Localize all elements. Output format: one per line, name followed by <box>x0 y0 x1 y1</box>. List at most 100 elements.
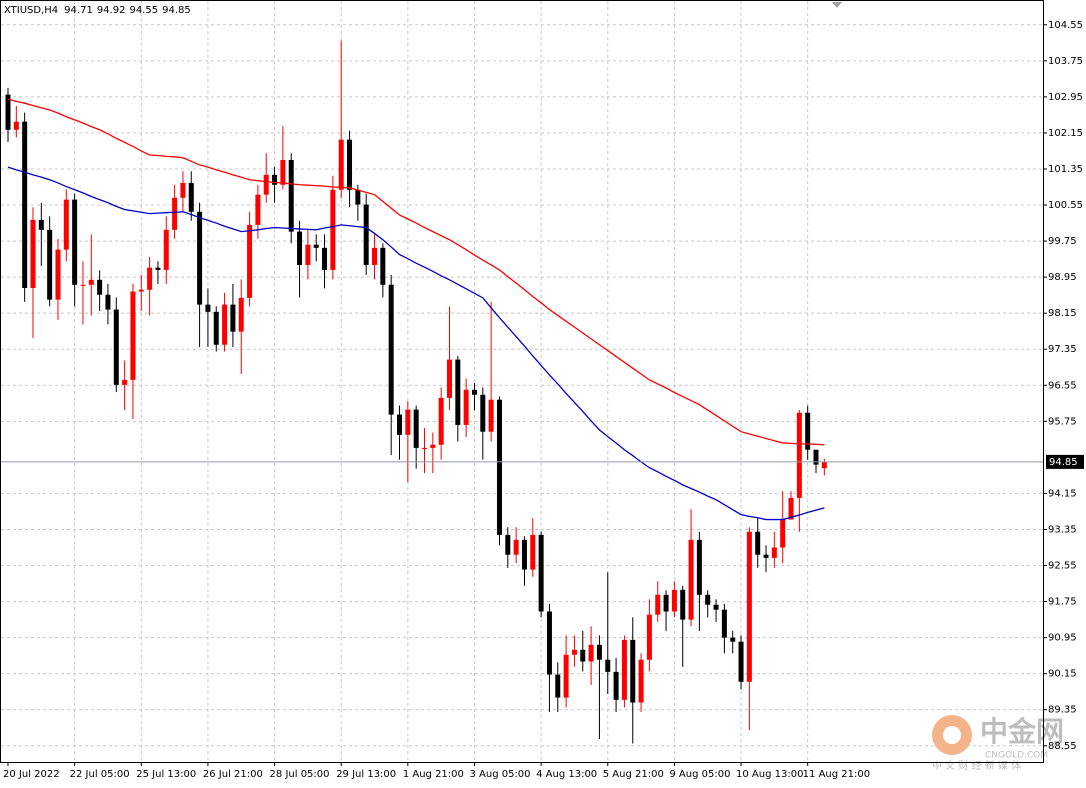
y-tick-label: 102.15 <box>1048 128 1083 139</box>
candle-body <box>488 399 494 432</box>
chart-header: XTIUSD,H4 94.71 94.92 94.55 94.85 <box>4 5 191 16</box>
candle-body <box>422 447 427 449</box>
x-tick-label: 20 Jul 2022 <box>3 769 60 780</box>
candle-body <box>13 121 19 130</box>
candle-body <box>72 199 78 285</box>
candle-body <box>5 94 11 130</box>
x-tick-label: 28 Jul 05:00 <box>270 769 330 780</box>
candle-body <box>88 279 94 285</box>
y-tick-label: 90.95 <box>1048 633 1077 644</box>
y-tick-label: 94.15 <box>1048 488 1077 499</box>
candle-body <box>330 189 336 270</box>
candle-body <box>338 139 344 190</box>
candle-body <box>138 289 144 292</box>
candle-body <box>655 594 661 615</box>
candle-body <box>405 409 411 435</box>
y-tick-label: 98.15 <box>1048 308 1077 319</box>
candle-body <box>122 379 128 385</box>
candle-body <box>355 189 361 205</box>
candle-body <box>55 249 61 300</box>
last-open: 94.71 <box>64 5 93 16</box>
moving-average <box>7 98 825 446</box>
candle-body <box>205 304 211 312</box>
last-low: 94.55 <box>129 5 158 16</box>
shift-marker <box>832 2 842 8</box>
y-tick-label: 98.95 <box>1048 272 1077 283</box>
moving-average <box>7 166 825 521</box>
candle-body <box>372 247 378 265</box>
x-tick-label: 10 Aug 13:00 <box>736 769 803 780</box>
x-tick-label: 1 Aug 21:00 <box>403 769 464 780</box>
candle-body <box>521 539 527 570</box>
x-tick-label: 9 Aug 05:00 <box>669 769 730 780</box>
grid <box>1 1 1043 762</box>
watermark-logo-inner <box>943 726 961 744</box>
candle-body <box>238 297 244 332</box>
candle-body <box>22 121 28 288</box>
candle-body <box>621 639 627 700</box>
candle-body <box>80 284 86 286</box>
candle-body <box>180 182 186 198</box>
watermark: 中金网 CNGOLD.COM 中 文 财 经 新 媒 体 <box>932 715 1064 772</box>
candle-body <box>755 531 761 555</box>
candle-body <box>738 641 744 682</box>
x-tick-label: 5 Aug 21:00 <box>603 769 664 780</box>
y-tick-label: 91.75 <box>1048 597 1077 608</box>
y-tick-label: 104.55 <box>1048 20 1083 31</box>
x-tick-label: 4 Aug 13:00 <box>536 769 597 780</box>
candle-body <box>805 412 811 450</box>
candle-body <box>513 539 519 555</box>
candle-body <box>696 539 702 595</box>
candle-body <box>446 359 452 398</box>
candle-body <box>705 594 711 605</box>
candle-body <box>230 304 236 332</box>
candle-body <box>30 219 36 288</box>
candle-body <box>688 539 694 620</box>
candle-body <box>280 159 286 185</box>
x-tick-label: 29 Jul 13:00 <box>336 769 396 780</box>
candle-body <box>646 614 652 660</box>
x-tick-label: 11 Aug 21:00 <box>803 769 870 780</box>
y-tick-label: 103.75 <box>1048 56 1083 67</box>
candle-body <box>38 219 44 230</box>
last-high: 94.92 <box>97 5 126 16</box>
watermark-brand: 中金网 <box>980 715 1064 748</box>
candle-body <box>388 284 394 415</box>
symbol: XTIUSD,H4 <box>4 5 58 16</box>
candle-body <box>247 224 253 298</box>
candle-body <box>305 244 311 265</box>
x-tick-label: 3 Aug 05:00 <box>469 769 530 780</box>
candle-body <box>188 182 194 212</box>
y-tick-label: 88.55 <box>1048 741 1077 752</box>
candle-body <box>496 399 502 535</box>
candle-body <box>613 671 619 700</box>
candle-body <box>288 159 294 232</box>
y-tick-label: 90.15 <box>1048 669 1077 680</box>
y-tick-label: 93.35 <box>1048 524 1077 535</box>
candle-body <box>530 534 536 570</box>
x-tick-label: 22 Jul 05:00 <box>70 769 130 780</box>
candle-body <box>155 267 161 270</box>
candle-body <box>297 231 303 265</box>
candle-body <box>105 294 111 310</box>
candle-body <box>780 519 786 548</box>
candle-body <box>397 414 403 435</box>
candle-body <box>455 359 461 425</box>
candle-body <box>538 534 544 612</box>
candle-body <box>571 649 577 655</box>
y-tick-label: 92.55 <box>1048 561 1077 572</box>
y-tick-label: 95.75 <box>1048 416 1077 427</box>
candle-body <box>555 674 561 698</box>
last-close: 94.85 <box>162 5 191 16</box>
candle-body <box>821 461 827 469</box>
candle-body <box>97 279 103 295</box>
candle-body <box>63 199 69 250</box>
candle-body <box>213 311 219 345</box>
candle-body <box>113 309 119 385</box>
candle-body <box>638 659 644 703</box>
candle-body <box>763 554 769 558</box>
candle-body <box>313 244 319 248</box>
candle-body <box>546 611 552 675</box>
candle-body <box>796 412 802 498</box>
